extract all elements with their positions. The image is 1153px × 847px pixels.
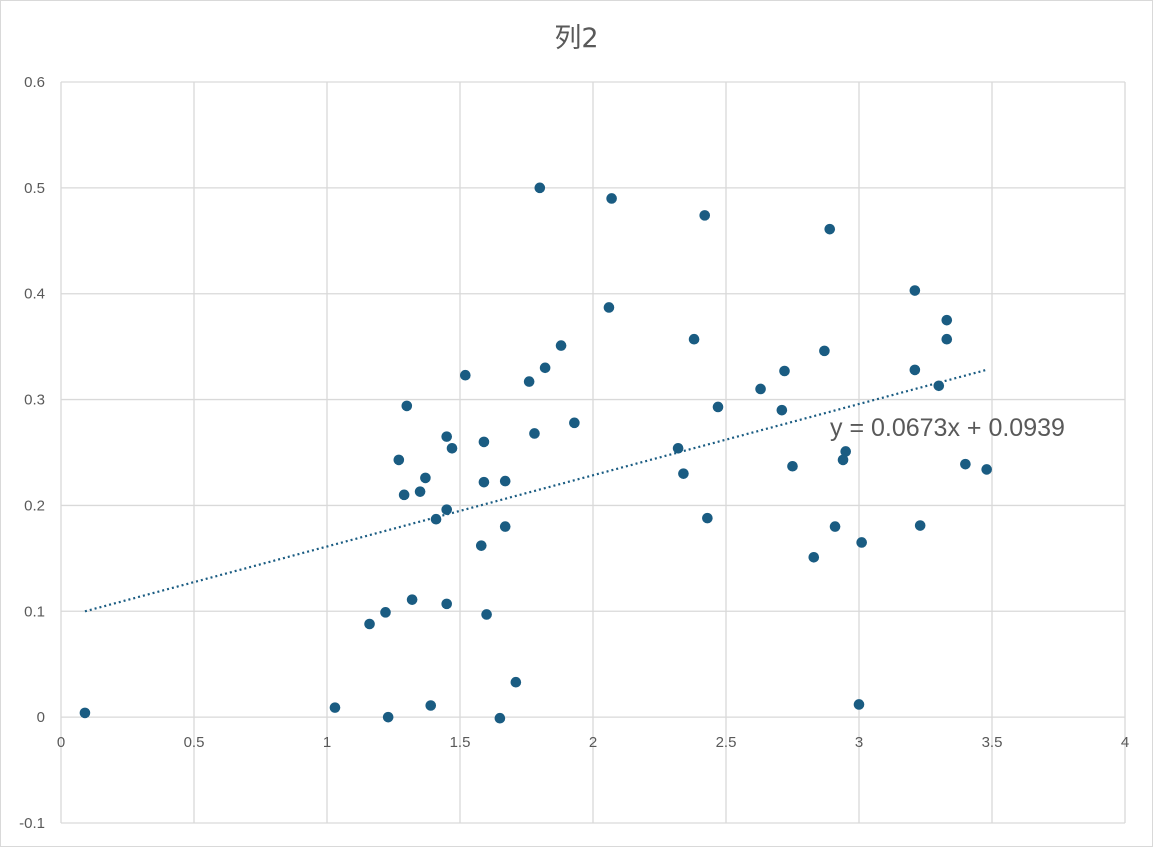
data-point [382, 711, 394, 723]
y-tick-label: 0.2 [24, 497, 45, 514]
data-point [441, 598, 453, 610]
data-point [555, 340, 567, 351]
x-tick-label: 3.5 [982, 734, 1003, 751]
y-tick-label: -0.1 [19, 815, 45, 832]
y-tick-label: 0.5 [24, 180, 45, 197]
data-point [688, 333, 700, 345]
data-point [406, 594, 418, 605]
y-tick-label: 0 [37, 709, 45, 726]
data-point [787, 460, 798, 472]
trendline-equation-group: y = 0.0673x + 0.0939 [830, 414, 1065, 442]
data-point [364, 618, 375, 630]
data-point [430, 513, 442, 525]
data-point [446, 442, 458, 454]
data-point [819, 345, 830, 357]
x-tick-label: 0.5 [184, 734, 205, 751]
data-point [393, 454, 405, 466]
data-point [909, 364, 921, 376]
x-tick-label: 1.5 [450, 734, 471, 751]
data-point [678, 468, 689, 479]
data-point [712, 401, 724, 413]
data-point [755, 383, 766, 395]
x-tick-label: 0 [57, 734, 65, 751]
data-point [824, 223, 836, 235]
data-point [414, 486, 426, 497]
data-point [441, 504, 453, 515]
data-point [699, 210, 711, 221]
data-point [909, 285, 921, 296]
data-point [79, 707, 91, 719]
x-tick-label: 2 [589, 734, 597, 751]
data-point [853, 699, 865, 710]
data-point [981, 464, 992, 475]
data-point [329, 702, 341, 713]
data-point [420, 472, 431, 484]
data-point [499, 475, 511, 487]
data-point [941, 314, 953, 326]
data-point [840, 446, 851, 457]
trendline-group [84, 368, 987, 613]
data-point [941, 333, 953, 345]
trendline-equation: y = 0.0673x + 0.0939 [830, 414, 1065, 442]
x-tick-label: 4 [1121, 734, 1129, 751]
x-tick-label: 2.5 [716, 734, 737, 751]
x-tick-label: 3 [855, 734, 863, 751]
data-points [79, 182, 992, 724]
data-point [829, 521, 841, 532]
y-tick-label: 0.3 [24, 392, 45, 409]
trendline [84, 368, 987, 613]
data-point [478, 436, 490, 448]
data-point [569, 417, 580, 429]
data-point [494, 712, 506, 724]
data-point [380, 607, 391, 618]
data-point [478, 476, 490, 488]
data-point [779, 365, 790, 377]
data-point [702, 512, 713, 524]
data-point [603, 302, 615, 313]
data-point [534, 182, 546, 194]
data-point [960, 458, 971, 470]
data-point [441, 431, 453, 442]
tick-labels: 0 0.5 1 1.5 2 2.5 3 3.5 4 -0.1 0 0.1 0.2 0.3 0.4 0.5 0.6 [19, 74, 1129, 832]
data-point [460, 369, 471, 381]
data-point [425, 700, 437, 711]
data-point [539, 362, 551, 374]
data-point [914, 520, 926, 531]
data-point [510, 676, 522, 688]
y-tick-label: 0.4 [24, 286, 45, 303]
data-point [401, 400, 413, 412]
data-point [398, 489, 410, 501]
y-tick-label: 0.1 [24, 603, 45, 620]
data-point [499, 521, 511, 532]
gridlines [60, 81, 1126, 824]
y-tick-label: 0.6 [24, 74, 45, 91]
data-point [808, 551, 820, 563]
data-point [529, 428, 540, 439]
data-point [523, 376, 535, 387]
data-point [475, 540, 487, 551]
data-point [933, 380, 945, 392]
data-point [672, 442, 684, 454]
data-point [606, 193, 617, 204]
data-point [856, 537, 867, 548]
data-point [837, 454, 849, 466]
chart-title: 列2 [554, 23, 599, 54]
x-tick-label: 1 [323, 734, 331, 751]
data-point [776, 404, 788, 416]
data-point [481, 609, 492, 620]
